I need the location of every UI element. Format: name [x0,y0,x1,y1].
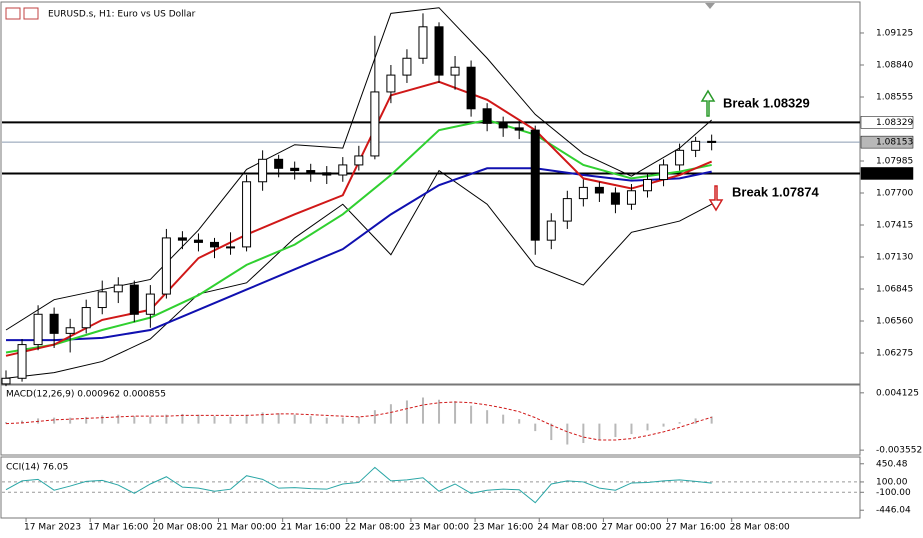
candle-body [145,293,155,315]
candle-body [49,313,59,334]
y-tick-label: 1.07985 [876,156,913,166]
candle-body [113,284,123,293]
macd-pane [0,384,861,456]
down-arrow [708,185,724,212]
y-tick-label: 1.06560 [876,317,913,327]
line [5,80,713,357]
y-tick-label: -446.04 [876,506,911,516]
line [5,401,712,441]
y-tick-label: 1.08555 [876,92,913,102]
candle-body [1,377,11,385]
candle-body [675,149,685,166]
line [6,167,712,342]
candle-body [707,140,717,143]
macd-label: MACD(12,26,9) 0.000962 0.000855 [6,390,166,400]
candle-body [418,26,428,59]
candle-body [466,66,476,110]
y-tick-label: 100.00 [876,477,908,487]
candle-body [129,284,139,315]
candle-body [498,122,508,129]
line [5,7,712,331]
x-tick-label: 17 Mar 16:00 [88,523,148,533]
price-tag [860,116,914,129]
candle-body [691,140,701,151]
candle-body [594,186,604,194]
x-tick-label: 24 Mar 08:00 [537,523,597,533]
candle-body [578,186,588,200]
x-tick-label: 28 Mar 08:00 [730,523,790,533]
candle-body [514,127,524,131]
x-tick-label: 27 Mar 00:00 [601,523,661,533]
price-tag [860,167,914,180]
candle-body [97,291,107,309]
candle-body [434,26,444,76]
shift-marker [705,3,715,9]
candle-body [402,57,412,76]
candle-body [546,220,556,241]
candle-body [17,344,27,379]
candle-body [562,198,572,222]
y-tick-label: -100.00 [876,488,911,498]
candle-body [226,246,236,249]
candle-body [450,66,460,76]
y-tick-label: 1.07700 [876,189,913,199]
candle-body [338,164,348,176]
candle-body [33,313,43,346]
y-tick-label: 1.09125 [876,28,913,38]
candle-body [354,155,364,166]
annotation: Break 1.08329 [723,95,810,110]
x-tick-label: 27 Mar 16:00 [666,523,726,533]
candle-body [306,170,316,174]
candle-body [242,181,252,248]
y-tick-label: -0.003552 [876,446,922,456]
line [5,118,712,354]
icon[interactable] [23,7,39,20]
price-tag [860,135,914,149]
y-tick-label: 1.08840 [876,60,913,70]
up-arrow [700,89,716,117]
x-tick-label: 17 Mar 2023 [24,523,81,533]
x-tick-label: 21 Mar 00:00 [217,523,277,533]
price-tag-label: 1.08329 [876,118,913,128]
candle-body [386,74,396,93]
x-tick-label: 22 Mar 08:00 [345,523,405,533]
candle-body [209,241,219,248]
x-tick-label: 21 Mar 16:00 [281,523,341,533]
y-tick-label: 450.48 [876,459,908,469]
x-tick-label: 23 Mar 16:00 [473,523,533,533]
candle-body [193,239,203,243]
x-tick-label: 23 Mar 00:00 [409,523,469,533]
candle-body [258,158,268,183]
candle-body [643,179,653,192]
y-tick-label: 1.07415 [876,221,913,231]
candle-body [659,164,669,181]
icon[interactable] [5,7,21,20]
candle-body [290,167,300,172]
line [5,466,712,504]
candle-body [610,192,620,205]
price-tag-label: 1.08153 [876,138,913,148]
cci-pane [0,456,861,519]
candle-body [626,190,636,205]
y-tick-label: 0.004125 [876,388,919,398]
candle-body [370,91,380,157]
candle-body [65,327,75,334]
y-tick-label: 1.06275 [876,349,913,359]
candle-body [482,108,492,124]
y-tick-label: 1.06845 [876,285,913,295]
annotation: Break 1.07874 [732,184,820,199]
chart-title: EURUSD.s, H1: Euro vs US Dollar [48,10,196,20]
cci-label: CCI(14) 76.05 [6,463,68,473]
line [5,169,712,379]
candle-body [322,172,332,176]
price-tag-label: 1.07874 [876,169,913,179]
y-tick-label: 1.07130 [876,253,913,263]
candle-body [177,237,187,241]
candle-body [81,307,91,329]
candle-body [161,237,171,295]
candle-body [530,129,540,241]
candle-body [274,158,284,169]
x-tick-label: 20 Mar 08:00 [152,523,212,533]
